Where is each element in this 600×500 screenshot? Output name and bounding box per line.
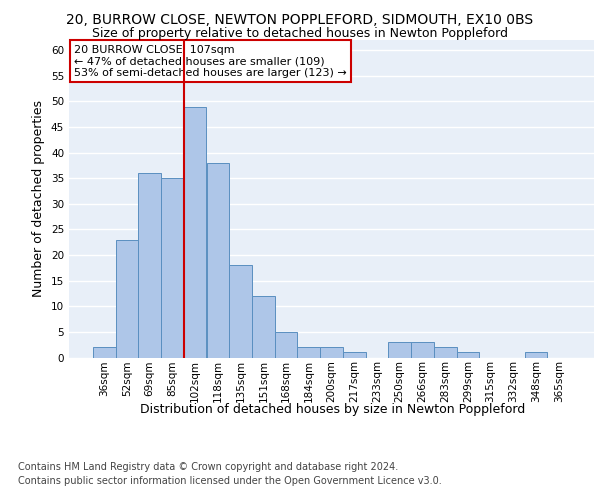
Text: 20, BURROW CLOSE, NEWTON POPPLEFORD, SIDMOUTH, EX10 0BS: 20, BURROW CLOSE, NEWTON POPPLEFORD, SID… [67, 12, 533, 26]
Bar [161, 178, 184, 358]
Bar [411, 342, 434, 357]
Bar [343, 352, 365, 358]
Text: Contains HM Land Registry data © Crown copyright and database right 2024.: Contains HM Land Registry data © Crown c… [18, 462, 398, 472]
Bar [524, 352, 547, 358]
Bar [252, 296, 275, 358]
Bar [388, 342, 411, 357]
Bar [229, 266, 252, 358]
Bar [275, 332, 298, 357]
Text: 20 BURROW CLOSE: 107sqm
← 47% of detached houses are smaller (109)
53% of semi-d: 20 BURROW CLOSE: 107sqm ← 47% of detache… [74, 45, 347, 78]
Bar [116, 240, 139, 358]
Text: Contains public sector information licensed under the Open Government Licence v3: Contains public sector information licen… [18, 476, 442, 486]
Bar [298, 348, 320, 358]
Text: Distribution of detached houses by size in Newton Poppleford: Distribution of detached houses by size … [140, 402, 526, 415]
Bar [139, 173, 161, 358]
Bar [184, 106, 206, 358]
Text: Size of property relative to detached houses in Newton Poppleford: Size of property relative to detached ho… [92, 28, 508, 40]
Bar [434, 348, 457, 358]
Bar [457, 352, 479, 358]
Bar [320, 348, 343, 358]
Bar [93, 348, 116, 358]
Y-axis label: Number of detached properties: Number of detached properties [32, 100, 46, 297]
Bar [206, 163, 229, 358]
